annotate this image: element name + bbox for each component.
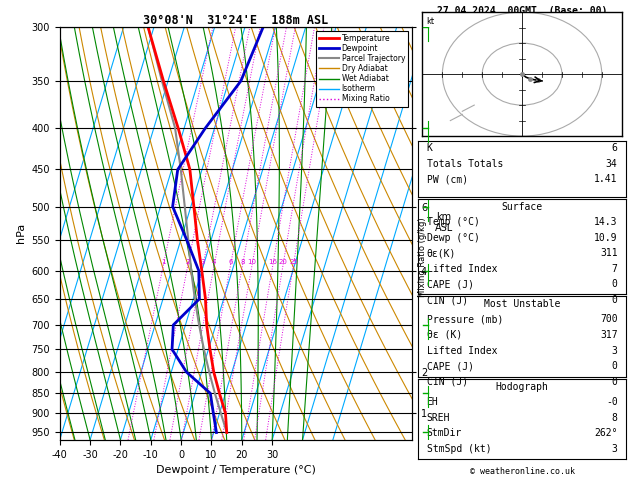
Text: 8: 8 bbox=[611, 413, 618, 423]
Text: 2: 2 bbox=[186, 259, 190, 265]
Text: θε (K): θε (K) bbox=[426, 330, 462, 340]
Text: 0: 0 bbox=[611, 295, 618, 305]
Text: 317: 317 bbox=[600, 330, 618, 340]
Text: 14.3: 14.3 bbox=[594, 217, 618, 227]
Legend: Temperature, Dewpoint, Parcel Trajectory, Dry Adiabat, Wet Adiabat, Isotherm, Mi: Temperature, Dewpoint, Parcel Trajectory… bbox=[316, 31, 408, 106]
Text: CAPE (J): CAPE (J) bbox=[426, 361, 474, 371]
Text: Hodograph: Hodograph bbox=[496, 382, 548, 392]
Text: 10.9: 10.9 bbox=[594, 233, 618, 243]
Text: StmDir: StmDir bbox=[426, 428, 462, 438]
Text: © weatheronline.co.uk: © weatheronline.co.uk bbox=[470, 467, 574, 476]
X-axis label: Dewpoint / Temperature (°C): Dewpoint / Temperature (°C) bbox=[156, 465, 316, 475]
Text: 27.04.2024  00GMT  (Base: 00): 27.04.2024 00GMT (Base: 00) bbox=[437, 6, 607, 16]
Text: K: K bbox=[426, 143, 433, 154]
Text: 262°: 262° bbox=[594, 428, 618, 438]
Text: Lifted Index: Lifted Index bbox=[426, 264, 497, 274]
Text: SREH: SREH bbox=[426, 413, 450, 423]
Text: 6: 6 bbox=[228, 259, 233, 265]
Text: 25: 25 bbox=[289, 259, 298, 265]
Y-axis label: km
ASL: km ASL bbox=[435, 212, 453, 233]
Text: 700: 700 bbox=[600, 314, 618, 325]
Text: 0: 0 bbox=[611, 377, 618, 387]
Text: 7: 7 bbox=[611, 264, 618, 274]
Text: CAPE (J): CAPE (J) bbox=[426, 279, 474, 290]
Text: 4: 4 bbox=[212, 259, 216, 265]
Text: StmSpd (kt): StmSpd (kt) bbox=[426, 444, 491, 454]
Text: 6: 6 bbox=[611, 143, 618, 154]
Text: 1.41: 1.41 bbox=[594, 174, 618, 185]
Text: 1: 1 bbox=[161, 259, 165, 265]
Text: 10: 10 bbox=[248, 259, 257, 265]
Text: Pressure (mb): Pressure (mb) bbox=[426, 314, 503, 325]
Text: Temp (°C): Temp (°C) bbox=[426, 217, 479, 227]
Text: 311: 311 bbox=[600, 248, 618, 259]
Text: 0: 0 bbox=[611, 361, 618, 371]
Text: Totals Totals: Totals Totals bbox=[426, 159, 503, 169]
Text: 3: 3 bbox=[201, 259, 206, 265]
Text: CIN (J): CIN (J) bbox=[426, 295, 468, 305]
Text: 34: 34 bbox=[606, 159, 618, 169]
Text: 16: 16 bbox=[269, 259, 277, 265]
Text: Lifted Index: Lifted Index bbox=[426, 346, 497, 356]
Text: PW (cm): PW (cm) bbox=[426, 174, 468, 185]
Text: 8: 8 bbox=[240, 259, 245, 265]
Text: Mixing Ratio (g/kg): Mixing Ratio (g/kg) bbox=[418, 218, 427, 297]
Text: EH: EH bbox=[426, 397, 438, 407]
Text: Dewp (°C): Dewp (°C) bbox=[426, 233, 479, 243]
Y-axis label: hPa: hPa bbox=[16, 223, 26, 243]
Text: Surface: Surface bbox=[501, 202, 543, 212]
Text: -0: -0 bbox=[606, 397, 618, 407]
Text: 0: 0 bbox=[611, 279, 618, 290]
Title: 30°08'N  31°24'E  188m ASL: 30°08'N 31°24'E 188m ASL bbox=[143, 14, 328, 27]
Text: Most Unstable: Most Unstable bbox=[484, 299, 560, 309]
Text: 20: 20 bbox=[279, 259, 287, 265]
Text: 3: 3 bbox=[611, 346, 618, 356]
Text: θε(K): θε(K) bbox=[426, 248, 456, 259]
Text: 3: 3 bbox=[611, 444, 618, 454]
Text: CIN (J): CIN (J) bbox=[426, 377, 468, 387]
